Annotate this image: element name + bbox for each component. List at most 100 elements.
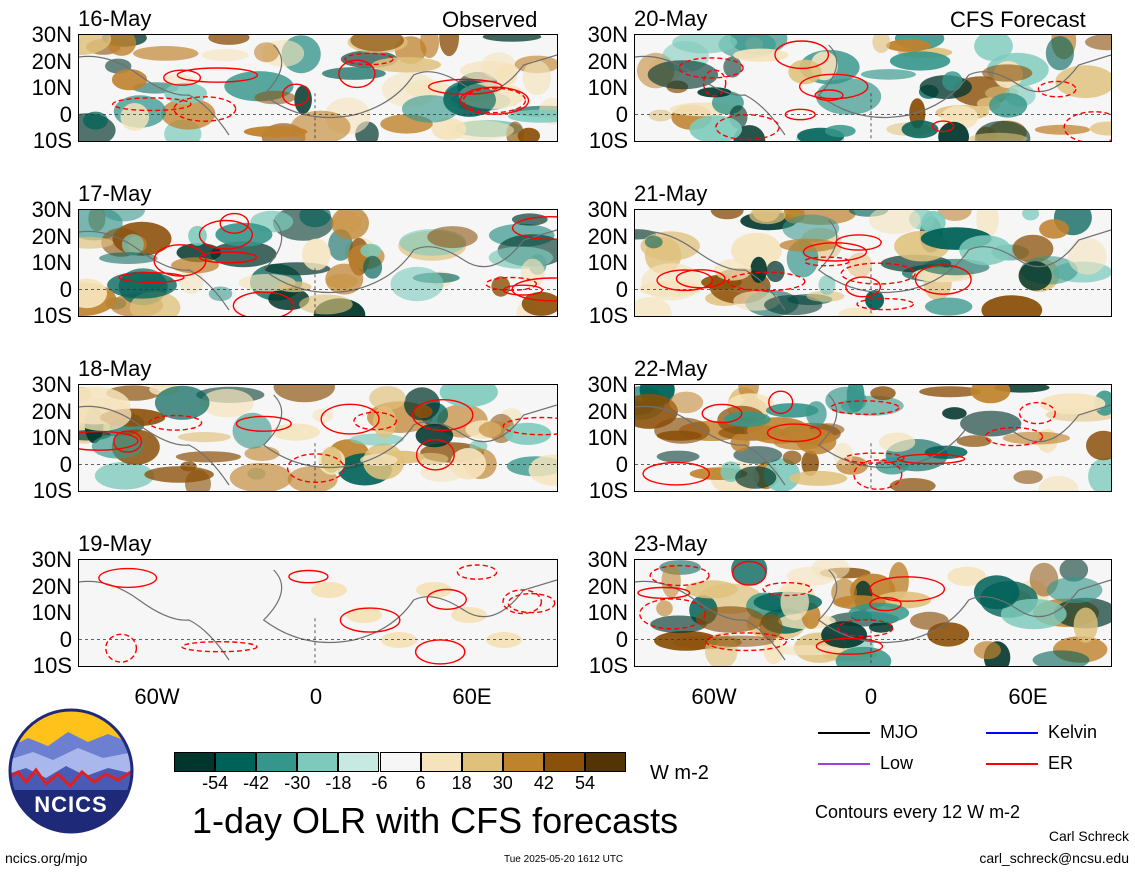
colorbar-label: 42 [533,773,554,793]
er-contour [732,560,767,586]
latitude-label: 10S [32,303,72,328]
positive-olr-anomaly [321,446,342,473]
positive-olr-anomaly [886,39,931,52]
negative-olr-anomaly [869,621,894,633]
latitude-label: 10S [32,128,72,153]
latitude-label: 0 [59,626,72,652]
negative-olr-anomaly [1032,650,1090,666]
er-contour [784,108,816,121]
panel-date: 19-May [78,531,152,556]
negative-olr-anomaly [938,121,969,141]
er-contour [219,212,250,234]
er-contour [766,423,822,443]
positive-olr-anomaly [641,263,703,301]
colorbar-swatch [379,752,421,772]
negative-olr-anomaly [1059,560,1089,582]
longitude-label: 60W [691,684,737,709]
er-contour [840,262,916,285]
negative-olr-anomaly [733,446,783,464]
positive-olr-anomaly [1073,607,1098,643]
latitude-label: 10N [31,250,72,275]
er-contour [426,588,468,611]
positive-olr-anomaly [749,210,786,225]
positive-olr-anomaly [973,641,1001,660]
er-contour [814,89,844,102]
er-contour [678,57,744,79]
er-contour [511,277,557,302]
positive-olr-anomaly [229,462,293,491]
er-contour [235,415,292,432]
negative-olr-anomaly [1088,457,1111,491]
latitude-label: 10S [588,653,628,678]
er-contour [835,234,882,251]
latitude-label: 30N [31,197,72,222]
er-contour [830,400,900,416]
negative-olr-anomaly [360,243,382,258]
negative-olr-anomaly [647,60,719,90]
coastline [635,394,1111,486]
colorbar-label: -42 [243,773,270,793]
legend-line-er [986,763,1038,765]
er-contour [656,269,714,292]
er-contour [198,251,258,264]
latitude-label: 0 [615,451,628,477]
positive-olr-anomaly [451,607,487,623]
longitude-label: 60W [134,684,180,709]
negative-olr-anomaly [723,411,771,427]
legend-label: Kelvin [1048,722,1098,742]
negative-olr-anomaly [835,646,892,666]
negative-olr-anomaly [507,109,557,123]
positive-olr-anomaly [801,450,819,476]
positive-olr-anomaly [1034,124,1090,135]
er-contour [462,87,527,114]
olr-map-forecast [634,34,1112,142]
latitude-label: 30N [587,197,628,222]
negative-olr-anomaly [294,85,312,114]
er-contour [153,244,207,277]
er-contour [896,453,966,465]
er-contour [768,390,794,415]
positive-olr-anomaly [371,57,442,73]
negative-olr-anomaly [942,71,963,92]
latitude-label: 0 [59,101,72,127]
negative-olr-anomaly [1045,36,1074,71]
positive-olr-anomaly [669,391,704,414]
colorbar-label: -30 [284,773,311,793]
colorbar-label: -54 [202,773,229,793]
negative-olr-anomaly [731,560,768,586]
er-contour [931,120,955,133]
negative-olr-anomaly [973,575,1020,610]
positive-olr-anomaly [695,606,765,633]
latitude-label: 20N [31,223,72,249]
positive-olr-anomaly [208,35,250,45]
positive-olr-anomaly [937,210,972,221]
latitude-label: 10N [31,75,72,100]
positive-olr-anomaly [1055,65,1111,99]
negative-olr-anomaly [960,410,1022,437]
negative-olr-anomaly [107,271,177,299]
colorbar-swatch [215,752,257,772]
negative-olr-anomaly [83,111,108,130]
positive-olr-anomaly [771,645,844,656]
er-contour [414,639,466,665]
negative-olr-anomaly [959,235,1012,266]
positive-olr-anomaly [177,432,231,443]
positive-olr-anomaly [733,48,789,62]
panel-date: 22-May [634,356,708,381]
negative-olr-anomaly [1018,261,1052,291]
positive-olr-anomaly [1012,234,1054,263]
er-contour [411,398,474,432]
er-contour [637,586,691,600]
panel-date: 20-May [634,6,708,31]
er-contour [1037,80,1077,98]
positive-olr-anomaly [806,290,845,302]
er-contour [853,459,903,490]
coastline [79,219,557,311]
er-contour [837,619,894,638]
figure-title: 1-day OLR with CFS forecasts [192,800,679,841]
negative-olr-anomaly [672,35,738,54]
positive-olr-anomaly [311,582,347,598]
positive-olr-anomaly [381,632,417,648]
colorbar-label: -18 [325,773,352,793]
latitude-label: 10N [587,75,628,100]
